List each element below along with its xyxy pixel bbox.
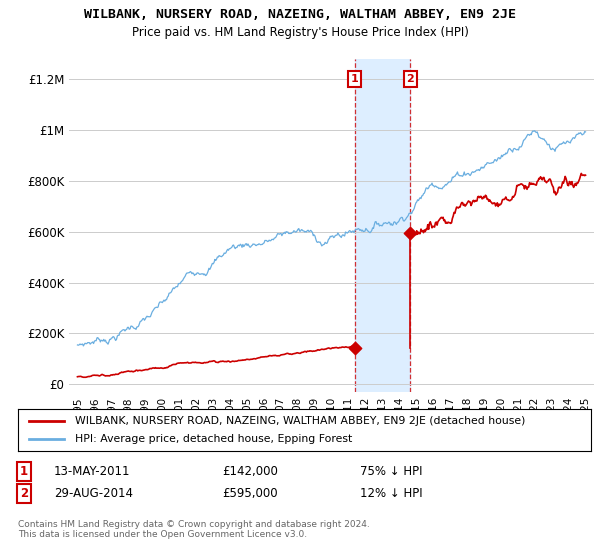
Text: 75% ↓ HPI: 75% ↓ HPI <box>360 465 422 478</box>
Text: £595,000: £595,000 <box>222 487 278 501</box>
Text: 29-AUG-2014: 29-AUG-2014 <box>54 487 133 501</box>
Text: HPI: Average price, detached house, Epping Forest: HPI: Average price, detached house, Eppi… <box>76 434 353 444</box>
Text: Contains HM Land Registry data © Crown copyright and database right 2024.
This d: Contains HM Land Registry data © Crown c… <box>18 520 370 539</box>
Text: 2: 2 <box>20 487 28 501</box>
Text: 13-MAY-2011: 13-MAY-2011 <box>54 465 131 478</box>
Text: £142,000: £142,000 <box>222 465 278 478</box>
Text: 1: 1 <box>20 465 28 478</box>
Text: 12% ↓ HPI: 12% ↓ HPI <box>360 487 422 501</box>
Text: 1: 1 <box>351 74 359 84</box>
Text: 2: 2 <box>407 74 414 84</box>
Point <box>406 228 415 237</box>
Text: WILBANK, NURSERY ROAD, NAZEING, WALTHAM ABBEY, EN9 2JE: WILBANK, NURSERY ROAD, NAZEING, WALTHAM … <box>84 8 516 21</box>
Bar <box>355 59 410 392</box>
Text: Price paid vs. HM Land Registry's House Price Index (HPI): Price paid vs. HM Land Registry's House … <box>131 26 469 39</box>
Text: WILBANK, NURSERY ROAD, NAZEING, WALTHAM ABBEY, EN9 2JE (detached house): WILBANK, NURSERY ROAD, NAZEING, WALTHAM … <box>76 416 526 426</box>
Point <box>350 344 359 353</box>
